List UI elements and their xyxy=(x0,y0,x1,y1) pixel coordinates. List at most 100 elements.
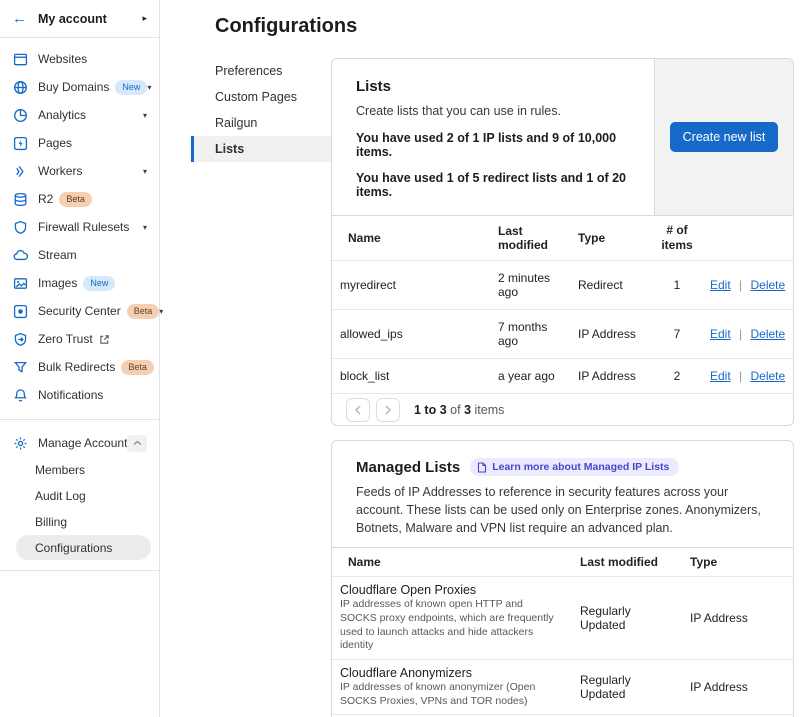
create-new-list-button[interactable]: Create new list xyxy=(669,122,779,152)
sidebar-nav: Websites Buy Domains New ▾ Analytics ▾ P… xyxy=(0,38,163,409)
list-name: block_list xyxy=(332,358,490,393)
database-icon xyxy=(12,191,28,207)
configurations-subnav: Preferences Custom Pages Railgun Lists xyxy=(160,58,331,717)
sidebar-item-stream[interactable]: Stream xyxy=(0,241,159,269)
lists-card-description: Create lists that you can use in rules. xyxy=(356,104,561,118)
managed-list-type: IP Address xyxy=(682,658,793,715)
learn-more-link[interactable]: Learn more about Managed IP Lists xyxy=(470,458,680,476)
prev-page-button[interactable] xyxy=(346,397,370,422)
list-item-count: 1 xyxy=(652,260,702,310)
globe-icon xyxy=(12,79,28,95)
managed-list-last-modified: Regularly Updated xyxy=(572,714,682,717)
page-title: Configurations xyxy=(215,15,358,37)
usage-line-redirect: You have used 1 of 5 redirect lists and … xyxy=(356,171,626,199)
sidebar-subitem-audit-log[interactable]: Audit Log xyxy=(35,488,86,503)
sidebar-item-zero-trust[interactable]: Zero Trust xyxy=(0,325,159,353)
sidebar-item-label: Images xyxy=(38,276,78,290)
list-last-modified: 7 months ago xyxy=(490,309,570,359)
workers-icon xyxy=(12,163,28,179)
list-table-row: block_list a year ago IP Address 2 Edit … xyxy=(332,358,793,393)
sidebar-item-websites[interactable]: Websites xyxy=(0,45,159,73)
next-page-button[interactable] xyxy=(376,397,400,422)
sidebar-item-label: R2 xyxy=(38,192,54,206)
chevron-down-icon: ▾ xyxy=(147,82,152,92)
list-name: myredirect xyxy=(332,260,490,310)
sidebar-subitem-members[interactable]: Members xyxy=(35,462,86,477)
sidebar-item-label: Bulk Redirects xyxy=(38,360,116,374)
tab-lists[interactable]: Lists xyxy=(191,136,331,162)
managed-list-description: IP addresses of known anonymizer (Open S… xyxy=(340,680,536,707)
sidebar-item-analytics[interactable]: Analytics ▾ xyxy=(0,101,159,129)
gear-icon xyxy=(12,435,28,451)
sidebar-item-label: Notifications xyxy=(38,388,104,402)
sidebar-item-r2[interactable]: R2 Beta xyxy=(0,185,159,213)
list-type: Redirect xyxy=(570,260,652,310)
lists-table: Name Last modified Type # of items xyxy=(332,215,793,393)
col-header-name: Name xyxy=(332,215,490,261)
sidebar-item-workers[interactable]: Workers ▾ xyxy=(0,157,159,185)
list-last-modified: 2 minutes ago xyxy=(490,260,570,310)
lists-card-title: Lists xyxy=(356,78,392,95)
lists-card: Lists Create lists that you can use in r… xyxy=(331,58,794,426)
delete-link[interactable]: Delete xyxy=(750,369,786,383)
sidebar-item-firewall-rulesets[interactable]: Firewall Rulesets ▾ xyxy=(0,213,159,241)
edit-link[interactable]: Edit xyxy=(710,278,731,292)
col-header-type: Type xyxy=(570,215,652,261)
lightning-icon xyxy=(12,135,28,151)
sidebar-item-label: Websites xyxy=(38,52,88,66)
divider xyxy=(0,570,159,571)
col-header-num-items: # of items xyxy=(652,215,702,261)
document-icon xyxy=(478,461,487,473)
col-header-last-modified: Last modified xyxy=(572,547,682,577)
managed-list-name: Cloudflare Open Proxies xyxy=(340,583,477,598)
collapse-section-button[interactable] xyxy=(127,434,147,452)
chevron-down-icon: ▾ xyxy=(142,166,147,176)
list-type: IP Address xyxy=(570,309,652,359)
tab-railgun[interactable]: Railgun xyxy=(215,116,258,130)
col-header-last-modified: Last modified xyxy=(490,215,570,261)
sidebar-item-notifications[interactable]: Notifications xyxy=(0,381,159,409)
sidebar-item-manage-account[interactable]: Manage Account xyxy=(0,430,159,456)
back-arrow-icon[interactable]: ← xyxy=(12,10,27,27)
chevron-down-icon: ▾ xyxy=(142,222,147,232)
sidebar-item-bulk-redirects[interactable]: Bulk Redirects Beta xyxy=(0,353,159,381)
edit-link[interactable]: Edit xyxy=(710,327,731,341)
browser-icon xyxy=(12,51,28,67)
managed-list-description: IP addresses of known open HTTP and SOCK… xyxy=(340,598,554,652)
tab-custom-pages[interactable]: Custom Pages xyxy=(215,90,297,104)
account-header[interactable]: ← My account ▸ xyxy=(0,0,159,38)
chevron-down-icon: ▾ xyxy=(142,110,147,120)
managed-list-row: Cloudflare Botnets, Command and Control … xyxy=(332,714,793,717)
main-content: Configurations Preferences Custom Pages … xyxy=(160,0,800,717)
sidebar-item-images[interactable]: Images New xyxy=(0,269,159,297)
chevron-right-icon[interactable]: ▸ xyxy=(142,13,147,23)
bell-icon xyxy=(12,387,28,403)
managed-lists-description: Feeds of IP Addresses to reference in se… xyxy=(356,485,761,536)
managed-list-last-modified: Regularly Updated xyxy=(572,576,682,660)
usage-line-ip: You have used 2 of 1 IP lists and 9 of 1… xyxy=(356,131,617,159)
sidebar-item-buy-domains[interactable]: Buy Domains New ▾ xyxy=(0,73,159,101)
tab-preferences[interactable]: Preferences xyxy=(215,64,283,78)
managed-lists-title: Managed Lists xyxy=(356,458,461,476)
sidebar: ← My account ▸ Websites Buy Domains New … xyxy=(0,0,163,717)
sidebar-item-security-center[interactable]: Security Center Beta ▾ xyxy=(0,297,163,325)
edit-link[interactable]: Edit xyxy=(710,369,731,383)
sidebar-item-label: Stream xyxy=(38,248,77,262)
list-table-row: myredirect 2 minutes ago Redirect 1 Edit… xyxy=(332,260,793,310)
delete-link[interactable]: Delete xyxy=(750,278,786,292)
delete-link[interactable]: Delete xyxy=(750,327,786,341)
list-type: IP Address xyxy=(570,358,652,393)
chevron-down-icon: ▾ xyxy=(159,306,164,316)
managed-list-name: Cloudflare Anonymizers xyxy=(340,665,473,680)
managed-list-row: Cloudflare Open Proxies IP addresses of … xyxy=(332,576,793,660)
sidebar-subitem-configurations[interactable]: Configurations xyxy=(16,535,151,560)
sidebar-item-pages[interactable]: Pages xyxy=(0,129,159,157)
status-badge: New xyxy=(115,79,148,95)
managed-lists-table: Name Last modified Type Cloudflare Open … xyxy=(332,547,793,717)
security-center-icon xyxy=(12,303,28,319)
list-table-row: allowed_ips 7 months ago IP Address 7 Ed… xyxy=(332,309,793,359)
status-badge: Beta xyxy=(126,303,160,319)
external-link-icon xyxy=(99,334,110,345)
sidebar-subitem-billing[interactable]: Billing xyxy=(35,514,68,529)
account-title: My account xyxy=(38,11,107,26)
